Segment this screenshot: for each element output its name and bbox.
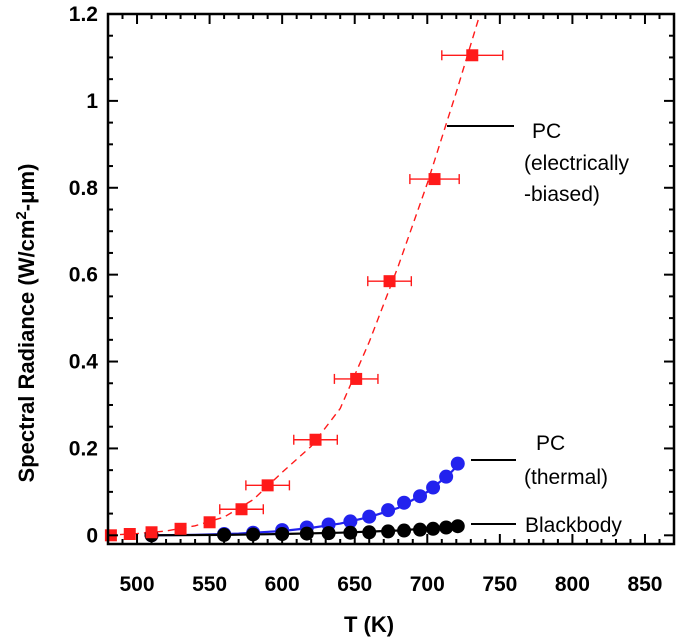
y-tick-label: 0.4: [69, 351, 99, 374]
data-point-square: [145, 526, 158, 539]
data-point-circle: [381, 503, 396, 518]
data-point-circle: [426, 521, 441, 536]
data-point-circle: [397, 523, 412, 538]
data-point-square: [203, 516, 216, 529]
x-tick-label: 650: [337, 573, 372, 596]
y-tick-label: 0.8: [69, 177, 99, 200]
x-axis-title: T (K): [344, 612, 394, 637]
data-point-circle: [381, 524, 396, 539]
data-point-square: [428, 173, 441, 186]
y-tick-label: 0: [86, 524, 98, 547]
annotation-pc-biased-line1: PC: [532, 120, 561, 143]
data-point-circle: [362, 509, 377, 524]
data-point-circle: [397, 495, 412, 510]
data-point-square: [350, 372, 363, 385]
x-tick-label: 700: [410, 573, 445, 596]
data-point-square: [235, 503, 248, 516]
annotation-pc-biased-line3: -biased): [524, 183, 600, 206]
data-point-circle: [217, 527, 232, 542]
data-point-circle: [321, 526, 336, 541]
data-point-circle: [413, 522, 428, 537]
x-tick-label: 550: [192, 573, 227, 596]
y-axis-title-tail: -μm): [14, 164, 39, 212]
y-tick-label: 0.2: [69, 437, 98, 460]
plot-marks: 500 550 600 650 700 750 800 850 0 0.2 0.4 0.6 0.8 1 1.…: [69, 3, 676, 596]
data-point-circle: [439, 520, 454, 535]
y-tick-label: 1: [86, 90, 98, 113]
x-tick-label: 500: [120, 573, 155, 596]
data-point-circle: [450, 519, 465, 534]
data-point-square: [383, 275, 396, 288]
annotation-blackbody: Blackbody: [525, 514, 622, 537]
y-tick-label: 1.2: [69, 3, 98, 26]
data-point-circle: [343, 514, 358, 529]
y-axis-title-main: Spectral Radiance (W/cm: [14, 220, 39, 483]
data-point-circle: [439, 469, 454, 484]
data-point-circle: [450, 456, 465, 471]
annotation-pc-thermal-line1: PC: [536, 432, 565, 455]
data-point-square: [174, 522, 187, 535]
y-tick-label: 0.6: [69, 264, 98, 287]
data-point-circle: [362, 525, 377, 540]
x-tick-label: 600: [265, 573, 300, 596]
data-point-square: [261, 479, 274, 492]
data-point-circle: [299, 526, 314, 541]
data-point-circle: [246, 527, 261, 542]
x-tick-label: 850: [627, 573, 662, 596]
y-axis-title: Spectral Radiance (W/cm2-μm): [13, 164, 40, 483]
series-line-0: [108, 14, 481, 536]
plot-frame: [106, 12, 676, 546]
x-tick-label: 800: [555, 573, 590, 596]
data-point-square: [466, 49, 479, 62]
annotation-pc-biased-line2: (electrically: [524, 152, 630, 175]
data-point-square: [309, 433, 322, 446]
data-point-circle: [426, 480, 441, 495]
data-point-square: [123, 528, 136, 541]
data-point-circle: [413, 489, 428, 504]
y-axis-title-sup: 2: [13, 211, 30, 219]
annotation-pc-thermal-line2: (thermal): [524, 466, 608, 489]
x-tick-label: 750: [482, 573, 517, 596]
